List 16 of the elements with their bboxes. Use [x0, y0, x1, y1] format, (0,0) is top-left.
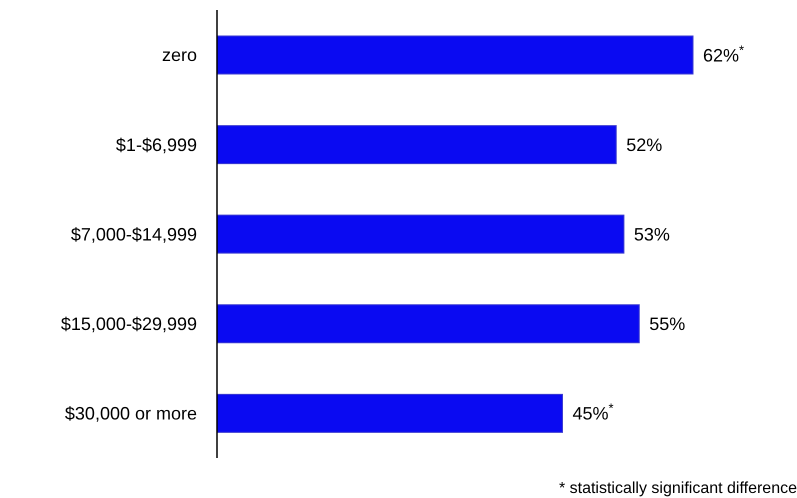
- data-label: 45%$^{*}$: [572, 400, 614, 424]
- bar: [216, 394, 563, 433]
- bar: [216, 304, 640, 344]
- data-label: 62%$^{*}$: [703, 42, 744, 66]
- y-tick-label: $15,000-$29,999: [60, 314, 197, 334]
- y-tick-label: zero: [162, 45, 197, 66]
- bar: [216, 214, 624, 254]
- data-label: 55%: [649, 314, 686, 334]
- bar: [216, 35, 694, 74]
- bar: [216, 125, 617, 164]
- data-label: 52%: [626, 134, 662, 155]
- data-label: 53%: [634, 224, 670, 244]
- text: * statistically significant difference: [558, 480, 797, 498]
- y-tick-label: $1-$6,999: [116, 134, 197, 155]
- y-tick-label: $30,000 or more: [64, 404, 197, 424]
- y-tick-label: $7,000-$14,999: [70, 224, 197, 244]
